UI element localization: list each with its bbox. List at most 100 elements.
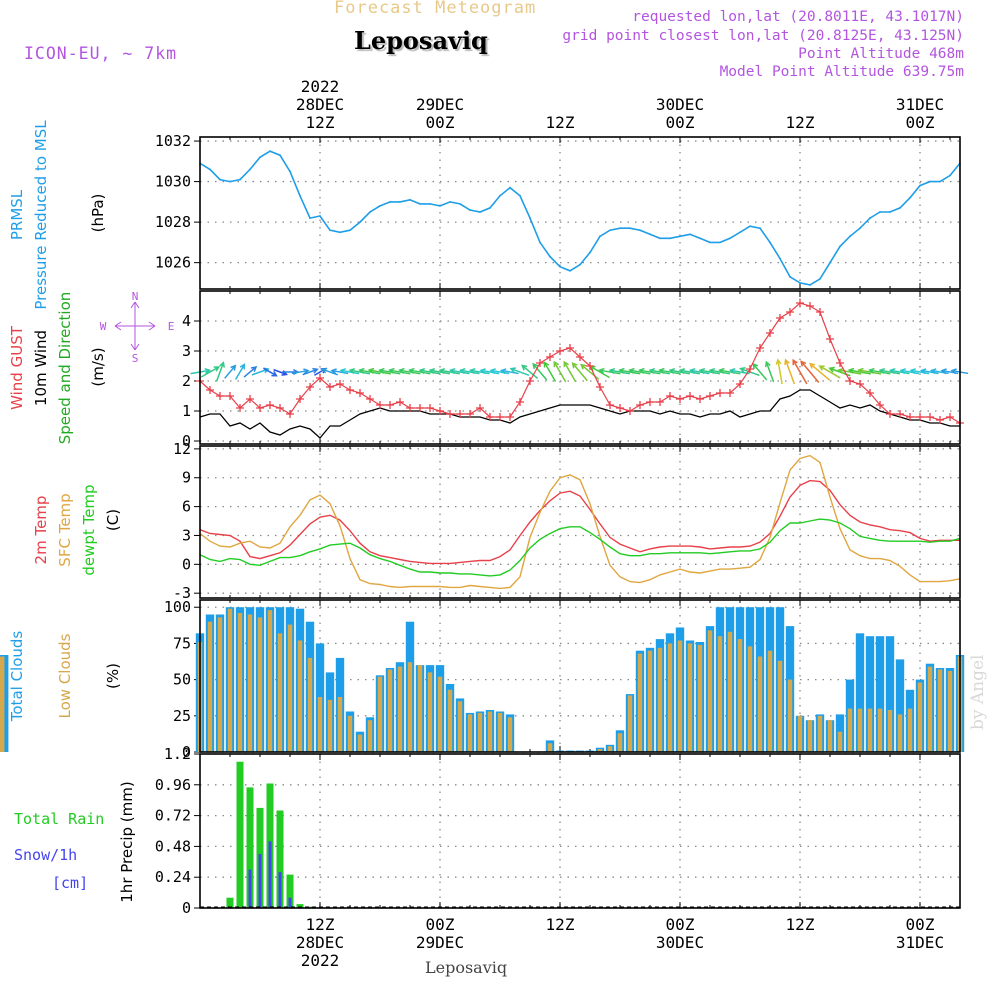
wind-arrow <box>690 369 710 375</box>
gust-marker <box>776 314 784 322</box>
wind-arrow-head <box>571 362 578 369</box>
pressure-point <box>269 150 271 153</box>
wind-title: 10m Wind <box>32 330 50 406</box>
wind-arrow-head <box>418 367 426 374</box>
wind-arrow <box>659 369 681 375</box>
gust-marker <box>886 410 894 418</box>
bottom-time-label: 00Z <box>666 915 695 934</box>
wind-arrow-head <box>330 368 337 375</box>
low-cloud-bar <box>407 662 413 752</box>
low-cloud-bar <box>797 715 803 752</box>
wind-arrow-head <box>950 368 957 375</box>
wind-arrow-head <box>718 367 725 374</box>
gust-marker <box>536 359 544 367</box>
gust-marker <box>846 377 854 385</box>
low-cloud-bar <box>627 695 633 752</box>
gust-marker <box>826 335 834 343</box>
low-cloud-bar <box>757 656 763 752</box>
bottom-time-label: 00Z <box>906 915 935 934</box>
ytick-label: 12 <box>173 440 191 458</box>
low-cloud-bar <box>457 701 463 752</box>
pressure-point <box>919 184 921 187</box>
wind-arrow-head <box>563 360 569 368</box>
pressure-point <box>589 251 591 254</box>
wind-arrow <box>709 369 731 375</box>
low-cloud-bar <box>857 708 863 752</box>
gust-marker <box>406 404 414 412</box>
rain-title: Total Rain <box>14 810 104 828</box>
gust-marker <box>576 353 584 361</box>
bottom-time-label: 12Z <box>546 915 575 934</box>
low-cloud-bar <box>447 689 453 752</box>
gust-marker <box>786 308 794 316</box>
gust-marker <box>436 407 444 415</box>
gust-marker <box>746 365 754 373</box>
pressure-point <box>289 170 291 173</box>
wind-arrow <box>501 369 519 375</box>
wind-arrow-head <box>857 367 864 374</box>
low-cloud-bar <box>347 715 353 752</box>
top-time-label: 00Z <box>666 113 695 132</box>
wind-arrow <box>521 364 539 380</box>
snow-bar <box>248 869 252 908</box>
faint-title: Forecast Meteogram <box>334 0 537 18</box>
ytick-label: 1030 <box>155 173 191 191</box>
wind-arrow <box>879 369 901 375</box>
low-cloud-bar <box>687 643 693 752</box>
pressure-title-2: Pressure Reduced to MSL <box>32 120 50 310</box>
wind-arrow-head <box>219 361 225 368</box>
wind-arrow <box>460 369 480 375</box>
ytick-label: -3 <box>173 584 191 602</box>
wind-arrow-head <box>250 365 258 372</box>
wind-arrow-head <box>808 362 816 369</box>
pressure-point <box>459 202 461 205</box>
ytick-label: 0.72 <box>155 807 191 825</box>
gust-marker <box>916 413 924 421</box>
wind-arrow <box>869 369 891 375</box>
wind-arrow-head <box>543 361 550 368</box>
ytick-label: 6 <box>182 498 191 516</box>
wind-arrow <box>900 369 920 375</box>
low-cloud-bar <box>747 646 753 752</box>
total-cloud-bar <box>865 636 875 752</box>
wind-arrow-head <box>598 367 605 374</box>
bottom-time-label: 2022 <box>301 951 340 970</box>
gust-marker <box>426 404 434 412</box>
pressure-point <box>419 202 421 205</box>
pressure-point <box>449 200 451 203</box>
wind-arrow-head <box>688 367 696 375</box>
wind-arrow-head <box>532 362 539 370</box>
pressure-point <box>309 217 311 219</box>
gust-marker <box>276 404 284 412</box>
wind-arrow-head <box>448 367 456 375</box>
precip-frame <box>199 753 961 909</box>
pressure-point <box>719 241 721 244</box>
bottom-time-label: 29DEC <box>416 933 464 952</box>
bottom-time-label: 31DEC <box>896 933 944 952</box>
pressure-point <box>439 205 441 207</box>
top-time-label: 2022 <box>301 77 340 96</box>
gust-marker <box>766 329 774 337</box>
low-cloud-bar <box>297 640 303 752</box>
wind-arrow <box>553 361 567 383</box>
low-cloud-bar <box>207 621 213 752</box>
wind-arrow-head <box>378 367 385 374</box>
wind-arrow <box>730 369 750 375</box>
pressure-point <box>409 198 411 201</box>
low-cloud-bar <box>657 647 663 752</box>
model-label: ICON-EU, ~ 7km <box>24 44 178 63</box>
gust-marker <box>906 413 914 421</box>
snow-bar <box>268 841 272 908</box>
pressure-point <box>229 180 231 183</box>
ytick-label: 1028 <box>155 213 191 231</box>
low-cloud-bar <box>947 670 953 752</box>
temperature-frame <box>199 445 961 599</box>
ytick-label: 1 <box>182 402 191 420</box>
pressure-point <box>539 241 541 244</box>
wind-arrow <box>800 361 820 383</box>
top-time-label: 12Z <box>786 113 815 132</box>
low-cloud-bar <box>917 682 923 752</box>
pressure-point <box>819 277 821 280</box>
wind-arrow <box>215 362 225 382</box>
gust-marker <box>806 302 814 310</box>
